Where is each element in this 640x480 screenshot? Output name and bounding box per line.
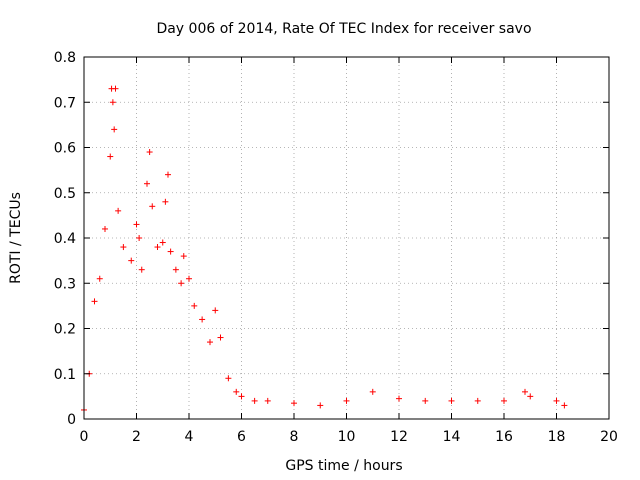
x-tick-label: 20 [600, 429, 618, 445]
data-point [527, 393, 534, 400]
data-point [448, 397, 455, 404]
data-point [561, 402, 568, 409]
roti-points [81, 85, 568, 413]
x-tick-label: 10 [338, 429, 356, 445]
data-point [233, 388, 240, 395]
x-tick-label: 2 [132, 429, 141, 445]
x-tick-label: 14 [443, 429, 461, 445]
data-point [96, 275, 103, 282]
data-point [112, 85, 119, 92]
data-point [146, 149, 153, 156]
data-point [199, 316, 206, 323]
data-point [120, 244, 127, 251]
x-axis-ticks: 0 2 4 6 8 10 12 14 16 18 20 [80, 57, 618, 445]
data-point [136, 235, 143, 241]
data-point [186, 275, 192, 282]
data-point [172, 266, 179, 273]
data-point [396, 395, 402, 402]
data-point [133, 221, 140, 228]
y-tick-label: 0.1 [54, 367, 76, 383]
x-axis-label: GPS time / hours [285, 458, 402, 474]
y-tick-label: 0.8 [54, 50, 76, 66]
data-point [474, 397, 481, 404]
y-tick-label: 0.5 [54, 186, 76, 202]
data-point [522, 388, 528, 395]
x-tick-label: 16 [495, 429, 513, 445]
data-point [251, 397, 258, 404]
data-point [317, 402, 324, 409]
data-point [553, 397, 560, 404]
y-tick-label: 0.6 [54, 141, 76, 157]
data-point [217, 334, 224, 341]
chart-title: Day 006 of 2014, Rate Of TEC Index for r… [156, 21, 531, 37]
data-point [238, 393, 245, 400]
data-point [102, 225, 108, 232]
data-point [138, 266, 145, 273]
data-point [291, 400, 297, 407]
data-point [128, 257, 135, 264]
y-tick-label: 0 [67, 412, 76, 428]
data-point [501, 397, 507, 404]
data-point [343, 397, 350, 404]
x-tick-label: 8 [290, 429, 299, 445]
x-tick-label: 0 [80, 429, 89, 445]
data-point [264, 397, 271, 404]
y-tick-label: 0.3 [54, 276, 76, 292]
data-point [191, 302, 198, 309]
y-tick-label: 0.2 [54, 322, 76, 338]
data-point [225, 375, 232, 382]
data-point [154, 244, 161, 251]
data-point [111, 126, 118, 133]
x-tick-label: 4 [185, 429, 194, 445]
x-tick-label: 6 [237, 429, 246, 445]
data-point [109, 99, 116, 106]
data-point [212, 307, 219, 314]
y-axis-ticks: 0 0.1 0.2 0.3 0.4 0.5 0.6 0.7 0.8 [54, 50, 609, 428]
data-point [149, 203, 156, 210]
data-point [91, 298, 98, 305]
x-tick-label: 18 [548, 429, 566, 445]
y-axis-label: ROTI / TECUs [8, 192, 24, 284]
y-tick-label: 0.7 [54, 95, 76, 111]
data-point [115, 207, 122, 214]
data-point [422, 397, 429, 404]
data-point [180, 253, 187, 260]
data-point [162, 198, 169, 205]
data-point [167, 248, 174, 255]
grid-lines [84, 57, 609, 419]
data-point [107, 153, 114, 160]
data-point [144, 180, 150, 187]
x-tick-label: 12 [390, 429, 408, 445]
data-point [207, 339, 213, 346]
data-point [165, 171, 171, 178]
data-point [369, 388, 376, 395]
data-point [159, 239, 166, 246]
data-point [178, 280, 185, 287]
y-tick-label: 0.4 [54, 231, 76, 247]
